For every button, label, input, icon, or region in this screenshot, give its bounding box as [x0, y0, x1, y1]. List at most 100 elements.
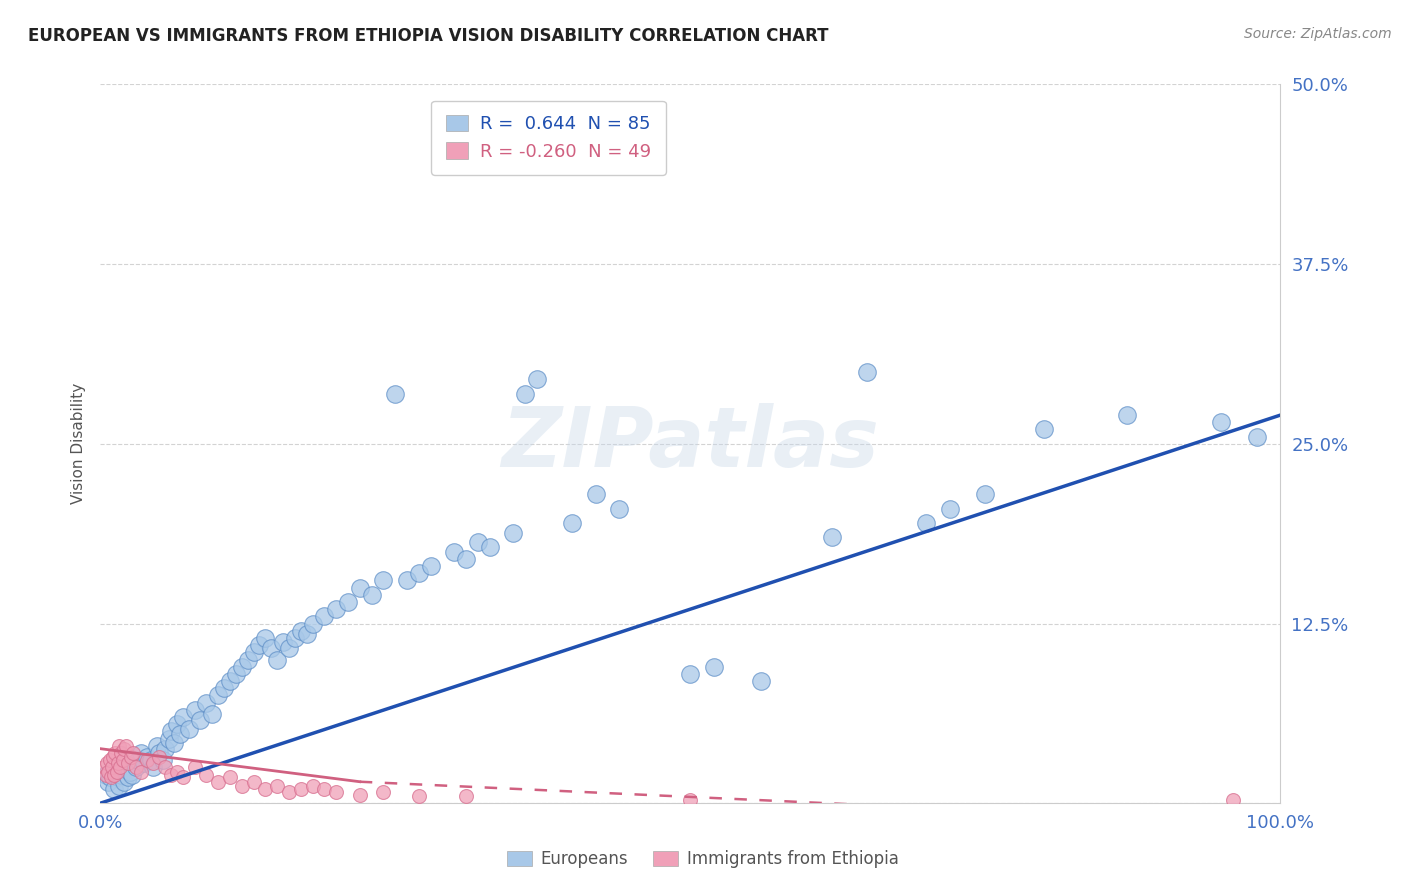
Point: [108, 760, 131, 774]
Point: [443, 544, 465, 558]
Point: [1115, 408, 1137, 422]
Point: [112, 741, 135, 756]
Point: [195, 767, 218, 781]
Point: [260, 640, 283, 655]
Point: [290, 624, 312, 638]
Point: [94, 767, 117, 781]
Point: [939, 501, 962, 516]
Point: [190, 713, 212, 727]
Point: [108, 739, 131, 753]
Point: [314, 609, 336, 624]
Point: [408, 566, 430, 581]
Point: [122, 746, 145, 760]
Point: [183, 760, 205, 774]
Point: [166, 764, 188, 779]
Point: [703, 659, 725, 673]
Point: [111, 753, 134, 767]
Point: [419, 559, 441, 574]
Point: [561, 516, 583, 530]
Point: [115, 760, 138, 774]
Point: [349, 581, 371, 595]
Point: [183, 703, 205, 717]
Point: [242, 774, 264, 789]
Y-axis label: Vision Disability: Vision Disability: [72, 384, 86, 505]
Point: [219, 674, 242, 689]
Point: [131, 764, 153, 779]
Point: [108, 779, 131, 793]
Point: [121, 767, 143, 781]
Point: [104, 746, 127, 760]
Point: [454, 552, 477, 566]
Point: [360, 588, 382, 602]
Text: Source: ZipAtlas.com: Source: ZipAtlas.com: [1244, 27, 1392, 41]
Point: [195, 696, 218, 710]
Point: [266, 779, 288, 793]
Point: [384, 386, 406, 401]
Point: [146, 739, 169, 753]
Point: [242, 645, 264, 659]
Point: [526, 372, 548, 386]
Point: [254, 781, 277, 796]
Point: [1033, 422, 1056, 436]
Point: [104, 760, 127, 774]
Point: [110, 746, 132, 760]
Point: [231, 779, 253, 793]
Point: [101, 764, 124, 779]
Point: [166, 717, 188, 731]
Text: ZIPatlas: ZIPatlas: [502, 403, 879, 484]
Point: [124, 760, 146, 774]
Point: [454, 789, 477, 803]
Point: [120, 750, 142, 764]
Point: [112, 774, 135, 789]
Point: [207, 689, 229, 703]
Point: [478, 541, 501, 555]
Point: [142, 756, 165, 770]
Point: [236, 652, 259, 666]
Point: [201, 707, 224, 722]
Point: [502, 526, 524, 541]
Point: [290, 781, 312, 796]
Point: [117, 771, 139, 785]
Point: [301, 616, 323, 631]
Point: [172, 771, 194, 785]
Point: [278, 640, 301, 655]
Point: [325, 785, 347, 799]
Point: [278, 785, 301, 799]
Point: [467, 534, 489, 549]
Point: [408, 789, 430, 803]
Point: [231, 659, 253, 673]
Point: [207, 774, 229, 789]
Point: [107, 771, 129, 785]
Point: [295, 626, 318, 640]
Point: [152, 753, 174, 767]
Point: [127, 753, 149, 767]
Point: [395, 574, 418, 588]
Point: [136, 750, 159, 764]
Point: [749, 674, 772, 689]
Point: [136, 753, 159, 767]
Point: [148, 746, 170, 760]
Point: [103, 781, 125, 796]
Point: [513, 386, 536, 401]
Point: [163, 736, 186, 750]
Point: [915, 516, 938, 530]
Point: [115, 739, 138, 753]
Point: [314, 781, 336, 796]
Point: [679, 793, 702, 807]
Legend: Europeans, Immigrants from Ethiopia: Europeans, Immigrants from Ethiopia: [501, 844, 905, 875]
Point: [103, 767, 125, 781]
Point: [97, 764, 120, 779]
Point: [117, 756, 139, 770]
Point: [349, 788, 371, 802]
Point: [212, 681, 235, 696]
Point: [142, 760, 165, 774]
Point: [271, 635, 294, 649]
Point: [139, 753, 162, 767]
Point: [105, 764, 128, 779]
Point: [336, 595, 359, 609]
Point: [974, 487, 997, 501]
Point: [284, 631, 307, 645]
Point: [373, 574, 395, 588]
Point: [301, 779, 323, 793]
Point: [679, 666, 702, 681]
